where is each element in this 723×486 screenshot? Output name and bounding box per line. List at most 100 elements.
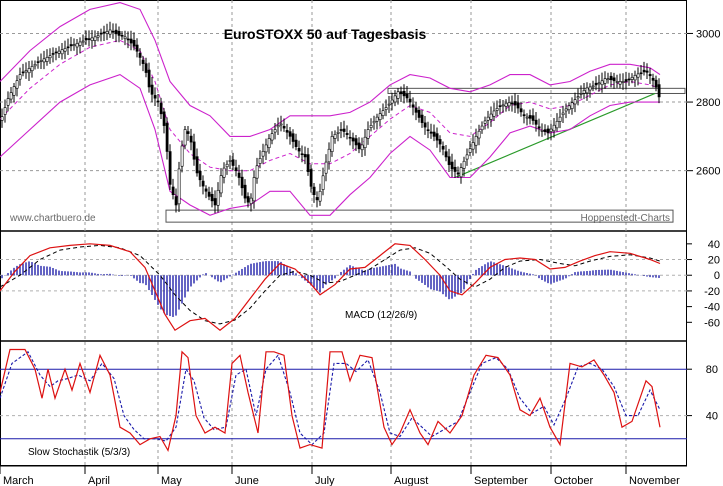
candle-body: [141, 59, 145, 64]
candle-body: [411, 104, 415, 108]
candle-body: [369, 125, 373, 128]
candle-body: [84, 37, 88, 41]
candle-body: [465, 154, 469, 160]
candle-body: [264, 144, 268, 153]
candle-body: [315, 197, 319, 201]
month-axis: March April May June July August September Octo…: [0, 465, 687, 486]
candle-body: [435, 133, 439, 141]
candle-body: [186, 131, 190, 134]
candle-body: [96, 35, 100, 38]
candle-body: [564, 108, 568, 112]
candle-body: [204, 188, 208, 192]
candle-body: [207, 191, 211, 197]
candle-body: [78, 41, 82, 46]
candle-body: [615, 81, 619, 83]
chart-frame: [0, 0, 687, 466]
candle-body: [153, 95, 157, 99]
candle-body: [300, 153, 304, 156]
watermark-left: www.chartbuero.de: [9, 213, 96, 224]
candle-body: [429, 131, 433, 134]
macd-panel: MACD (12/26/9) 40 20 0 -20 -40 -60: [0, 239, 720, 332]
candle-body: [576, 96, 580, 99]
candle-body: [588, 86, 592, 91]
candle-body: [30, 66, 34, 72]
candle-body: [192, 141, 196, 160]
candle-body: [93, 36, 97, 41]
candle-body: [126, 38, 130, 41]
candle-body: [360, 144, 364, 151]
candle-body: [597, 82, 601, 85]
macd-tick-label: -60: [704, 317, 720, 329]
candle-body: [6, 98, 10, 106]
candle-body: [276, 125, 280, 128]
macd-tick-label: 20: [708, 255, 720, 267]
candle-body: [129, 38, 133, 44]
candle-body: [132, 40, 136, 47]
candle-body: [240, 176, 244, 189]
candle-body: [387, 103, 391, 106]
candle-body: [366, 129, 370, 139]
candle-body: [111, 30, 115, 33]
candle-body: [162, 111, 166, 126]
candle-body: [492, 110, 496, 117]
candle-body: [579, 93, 583, 95]
candle-body: [66, 46, 70, 49]
candle-body: [225, 163, 229, 168]
candle-body: [603, 78, 607, 84]
candle-body: [636, 73, 640, 78]
candle-body: [267, 138, 271, 148]
month-label: October: [554, 475, 593, 486]
candle-body: [447, 156, 451, 165]
candle-body: [294, 139, 298, 147]
candle-body: [147, 69, 151, 88]
lower-band: [0, 73, 660, 216]
candle-body: [582, 90, 586, 94]
month-label: September: [474, 475, 528, 486]
candle-body: [324, 161, 328, 174]
stochastic-tick-label: 40: [706, 411, 718, 423]
candle-body: [57, 50, 61, 54]
candle-body: [120, 34, 124, 37]
candle-body: [183, 129, 187, 146]
candle-body: [438, 139, 442, 145]
candle-body: [351, 137, 355, 142]
candle-body: [303, 154, 307, 158]
watermark-right: Hoppenstedt-Charts: [581, 213, 671, 224]
candle-body: [585, 87, 589, 94]
stochastic-lines: [0, 348, 661, 453]
candle-body: [51, 53, 55, 55]
candle-body: [243, 184, 247, 199]
macd-label: MACD (12/26/9): [345, 310, 417, 321]
candle-body: [501, 104, 505, 107]
stochastic-k-line: [0, 348, 661, 453]
candle-body: [477, 130, 481, 139]
candle-body: [402, 90, 406, 97]
candle-body: [63, 48, 67, 52]
candle-body: [36, 61, 40, 63]
candle-body: [384, 107, 388, 110]
candle-body: [540, 130, 544, 132]
candle-body: [381, 110, 385, 116]
candle-body: [639, 72, 643, 75]
candle-body: [549, 128, 553, 132]
candle-body: [657, 84, 661, 98]
candle-body: [81, 40, 85, 43]
candle-body: [60, 49, 64, 55]
candle-body: [216, 189, 220, 206]
candle-body: [138, 52, 142, 58]
candle-body: [165, 122, 169, 152]
candle-body: [102, 31, 106, 34]
candle-body: [528, 115, 532, 119]
candle-body: [618, 81, 622, 85]
candle-body: [279, 123, 283, 126]
candle-body: [135, 44, 139, 52]
candle-body: [531, 115, 535, 121]
candle-body: [519, 108, 523, 113]
candle-body: [90, 37, 94, 41]
candle-body: [552, 124, 556, 132]
month-label: August: [394, 475, 428, 486]
candle-body: [99, 32, 103, 35]
candle-body: [105, 31, 109, 34]
macd-line: [0, 243, 661, 332]
candle-body: [261, 151, 265, 157]
